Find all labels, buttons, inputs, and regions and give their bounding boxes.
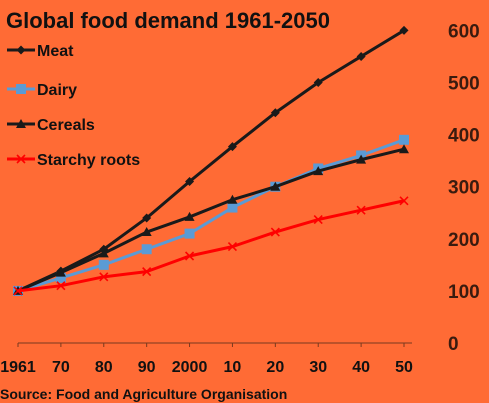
data-point — [184, 251, 195, 261]
series-line — [17, 199, 405, 293]
data-point — [313, 78, 323, 88]
data-point — [270, 227, 280, 237]
x-tick-label: 90 — [138, 359, 156, 376]
y-tick-label: 300 — [448, 178, 480, 199]
legend-item: Starchy roots — [7, 152, 140, 169]
x-tick-label: 20 — [266, 359, 284, 376]
source-note: Source: Food and Agriculture Organisatio… — [0, 386, 287, 402]
data-point — [313, 214, 323, 225]
data-point — [13, 286, 23, 296]
legend-swatch-marker — [16, 154, 26, 164]
data-point — [313, 166, 324, 176]
data-point — [141, 227, 152, 237]
x-tick-label: 30 — [309, 359, 327, 376]
y-tick-label: 500 — [448, 74, 480, 95]
data-point — [184, 228, 195, 239]
legend-item: Cereals — [7, 117, 95, 134]
data-point — [399, 196, 409, 206]
data-point — [56, 281, 66, 291]
series-meat — [13, 25, 409, 296]
y-tick-label: 100 — [448, 282, 480, 303]
series-starchy-roots — [13, 196, 409, 296]
legend-item: Dairy — [7, 82, 77, 99]
chart-title: Global food demand 1961-2050 — [6, 8, 330, 33]
x-tick-label: 10 — [224, 359, 242, 376]
data-point — [227, 194, 238, 204]
data-point — [142, 213, 152, 223]
y-tick-label: 200 — [448, 230, 480, 251]
data-point — [227, 142, 237, 152]
legend: Meat Dairy Cereals Starchy roots — [7, 43, 140, 169]
data-point — [356, 51, 366, 61]
y-tick-label: 0 — [448, 334, 459, 355]
data-point — [399, 134, 409, 145]
y-tick-label: 600 — [448, 21, 480, 42]
data-point — [270, 108, 280, 118]
data-point — [399, 25, 409, 35]
x-tick-label: 2000 — [172, 359, 208, 376]
x-tick-label: 70 — [52, 359, 70, 376]
data-point — [227, 242, 238, 252]
y-tick-label: 400 — [448, 126, 480, 147]
legend-swatch-marker — [16, 119, 26, 128]
legend-swatch-marker — [16, 84, 26, 94]
data-point — [141, 244, 152, 255]
data-point — [98, 259, 109, 270]
legend-label: Cereals — [37, 117, 95, 134]
plot-area — [13, 25, 409, 296]
series-line — [17, 147, 405, 293]
x-tick-label: 50 — [395, 359, 413, 376]
data-point — [399, 144, 409, 154]
data-point — [356, 154, 367, 164]
data-point — [184, 211, 195, 221]
data-point — [142, 267, 152, 277]
data-point — [227, 202, 238, 213]
series-line — [17, 29, 405, 293]
x-tick-label: 40 — [352, 359, 370, 376]
legend-swatch-marker — [16, 45, 26, 55]
data-point — [270, 181, 281, 191]
data-point — [98, 248, 109, 258]
legend-label: Meat — [37, 43, 74, 60]
legend-label: Starchy roots — [37, 152, 140, 169]
x-tick-label: 80 — [95, 359, 113, 376]
legend-label: Dairy — [37, 82, 77, 99]
data-point — [99, 272, 109, 282]
axes: 1961 70 80 90 2000 10 20 30 40 500100200300400500… — [0, 21, 480, 376]
data-point — [185, 177, 195, 186]
data-point — [55, 267, 66, 277]
data-point — [55, 272, 66, 283]
x-tick-label: 1961 — [0, 359, 36, 376]
legend-item: Meat — [7, 43, 74, 60]
data-point — [356, 205, 366, 215]
series-line — [17, 138, 405, 293]
